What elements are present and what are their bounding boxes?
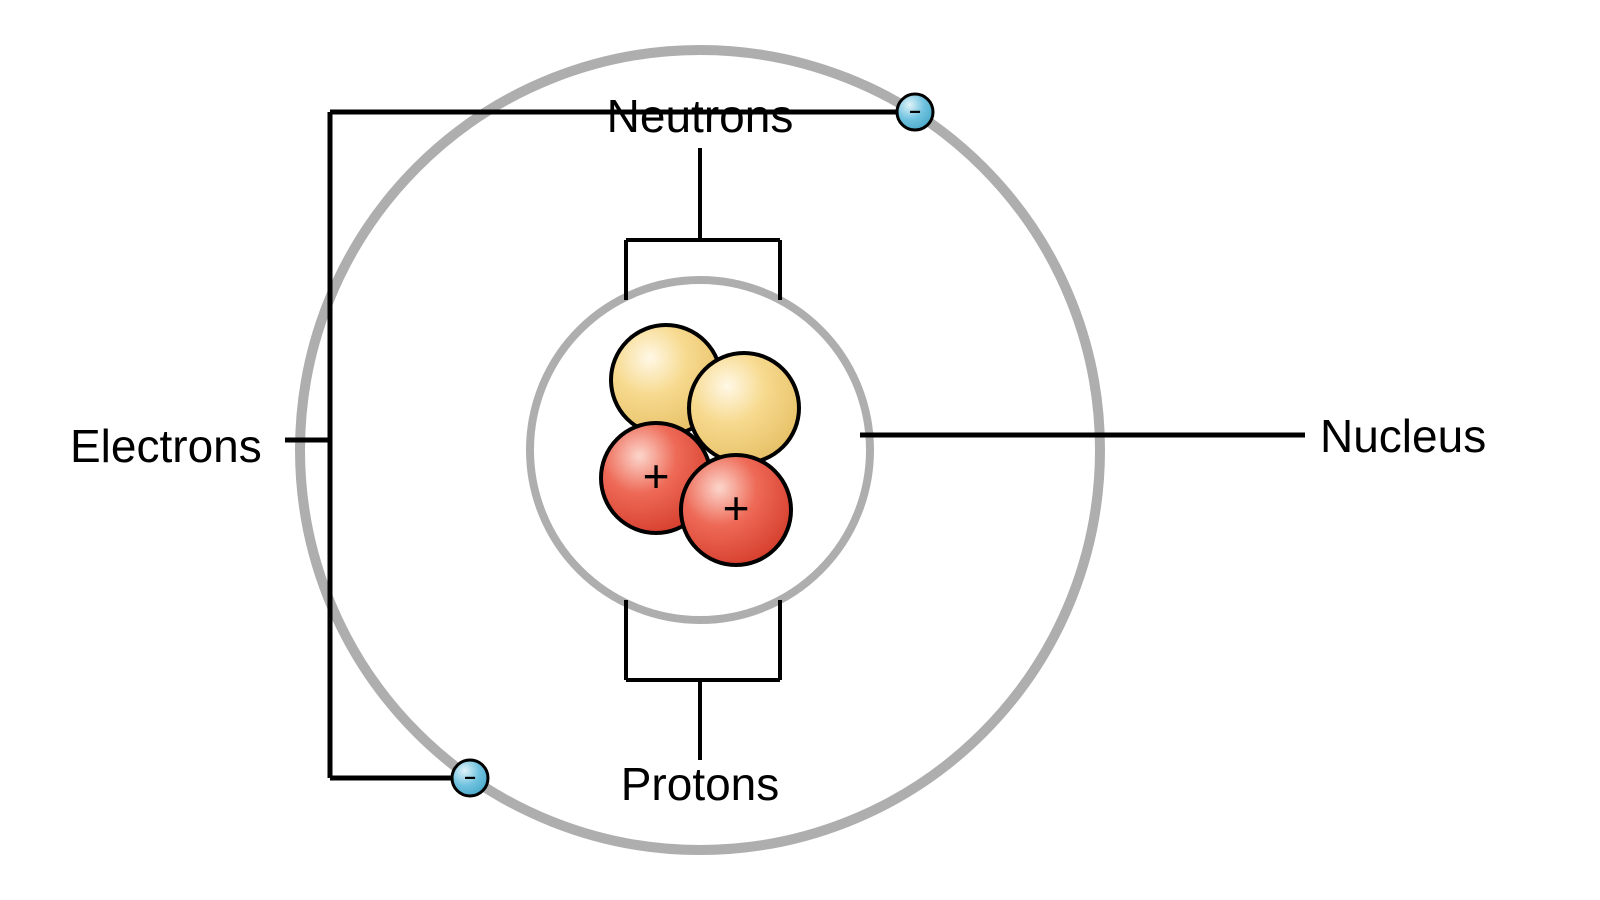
nucleus: ++ bbox=[601, 325, 799, 565]
electrons-label: Electrons bbox=[70, 420, 262, 472]
proton-1-plus-icon: + bbox=[643, 450, 670, 502]
atom-diagram: ++ −− Neutrons Protons Electrons Nucleus bbox=[0, 0, 1600, 900]
protons-bracket bbox=[626, 600, 780, 760]
neutrons-label: Neutrons bbox=[607, 90, 794, 142]
protons-label: Protons bbox=[621, 758, 780, 810]
nucleus-label: Nucleus bbox=[1320, 410, 1486, 462]
proton-2-plus-icon: + bbox=[723, 482, 750, 534]
electron-1-minus-icon: − bbox=[909, 101, 921, 123]
neutron-2 bbox=[689, 353, 799, 463]
electron-2-minus-icon: − bbox=[464, 767, 476, 789]
